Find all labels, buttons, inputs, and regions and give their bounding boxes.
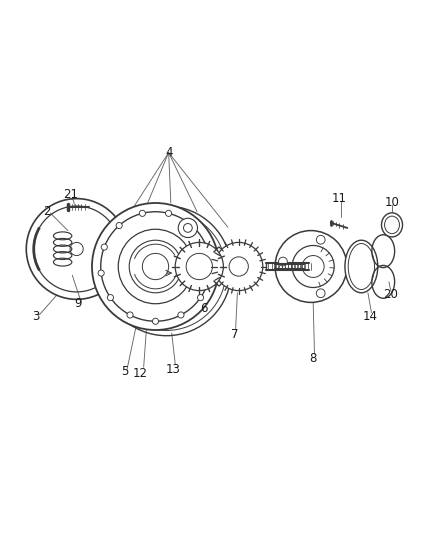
Circle shape [98, 270, 104, 276]
Text: 9: 9 [74, 297, 82, 310]
Text: 4: 4 [165, 146, 173, 159]
Text: 5: 5 [121, 365, 128, 378]
Text: 13: 13 [166, 363, 180, 376]
Text: 10: 10 [385, 197, 399, 209]
Circle shape [198, 295, 204, 301]
Circle shape [215, 243, 263, 290]
Circle shape [316, 289, 325, 297]
Circle shape [101, 212, 210, 321]
Circle shape [152, 318, 159, 324]
Circle shape [189, 222, 195, 229]
Text: 12: 12 [133, 367, 148, 381]
Text: 8: 8 [310, 352, 317, 365]
Circle shape [175, 243, 223, 290]
Text: 21: 21 [64, 188, 78, 201]
Text: 3: 3 [32, 310, 39, 324]
Circle shape [196, 279, 205, 287]
Circle shape [127, 312, 133, 318]
Text: 11: 11 [332, 192, 347, 205]
Text: 20: 20 [383, 288, 398, 302]
Circle shape [207, 270, 213, 276]
Circle shape [184, 223, 192, 232]
Circle shape [204, 244, 210, 250]
Text: 7: 7 [230, 328, 238, 341]
Circle shape [101, 244, 107, 250]
Circle shape [178, 312, 184, 318]
Circle shape [92, 203, 219, 330]
Ellipse shape [345, 240, 378, 293]
Circle shape [107, 295, 113, 301]
Circle shape [166, 211, 172, 216]
Ellipse shape [381, 213, 403, 237]
Circle shape [139, 211, 145, 216]
Circle shape [316, 236, 325, 244]
Circle shape [178, 219, 198, 238]
Text: 14: 14 [363, 310, 378, 324]
Text: 6: 6 [200, 302, 208, 314]
Circle shape [118, 229, 193, 304]
Circle shape [275, 231, 347, 302]
Text: 2: 2 [43, 205, 51, 218]
Circle shape [116, 222, 122, 229]
Circle shape [279, 257, 287, 266]
